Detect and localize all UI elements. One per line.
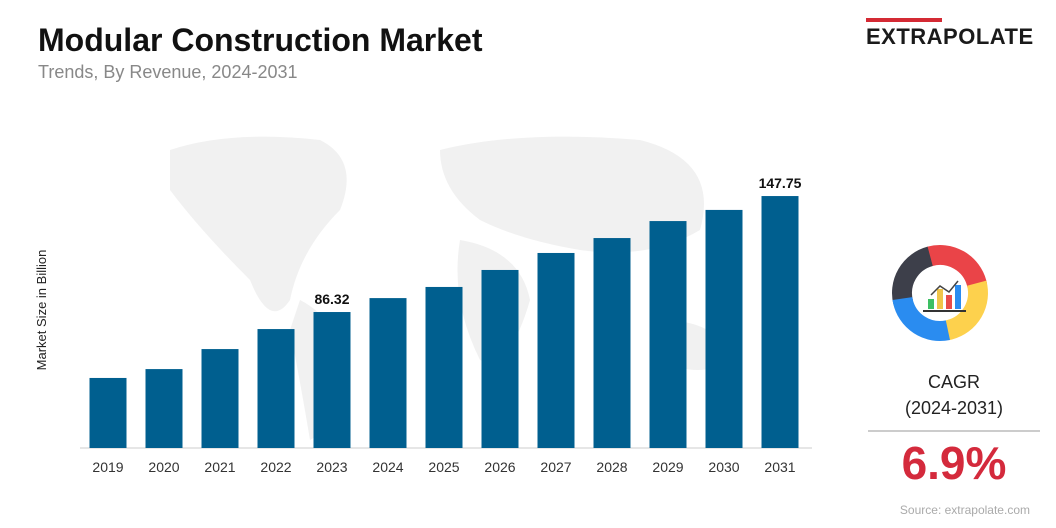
- data-label: 147.75: [759, 175, 802, 191]
- bar-2024: [369, 298, 407, 448]
- logo-text: EXTRAPOLATE: [866, 24, 1034, 49]
- cagr-value: 6.9%: [901, 437, 1007, 489]
- cagr-period: (2024-2031): [904, 398, 1004, 418]
- bar-2021: [201, 349, 239, 448]
- bar-2022: [257, 329, 295, 448]
- page-subtitle: Trends, By Revenue, 2024-2031: [38, 62, 298, 82]
- x-tick-label: 2020: [148, 459, 179, 475]
- bar-2027: [537, 252, 575, 448]
- logo-accent-bar: [866, 18, 942, 22]
- extrapolate-logo: EXTRAPOLATE: [866, 18, 1034, 50]
- cagr-divider: [868, 430, 1040, 432]
- source-text: Source: extrapolate.com: [899, 503, 1030, 517]
- x-tick-label: 2028: [596, 459, 627, 475]
- x-tick-label: 2030: [708, 459, 739, 475]
- x-tick-label: 2024: [372, 459, 403, 475]
- y-axis-label: Market Size in Billion: [34, 250, 49, 371]
- bar-2030: [705, 209, 743, 448]
- x-tick-label: 2019: [92, 459, 123, 475]
- bar-2020: [145, 369, 183, 448]
- bar-2026: [481, 269, 519, 448]
- bar-2019: [89, 377, 127, 448]
- page-title: Modular Construction Market: [38, 22, 483, 58]
- x-tick-label: 2021: [204, 459, 235, 475]
- x-tick-label: 2025: [428, 459, 459, 475]
- data-label: 86.32: [314, 291, 349, 307]
- x-tick-label: 2026: [484, 459, 515, 475]
- x-tick-label: 2027: [540, 459, 571, 475]
- x-tick-label: 2029: [652, 459, 683, 475]
- bar-2025: [425, 286, 463, 448]
- analytics-donut-icon: [892, 245, 988, 341]
- x-tick-label: 2031: [764, 459, 795, 475]
- bar-2031: [761, 196, 799, 448]
- bar-2028: [593, 238, 631, 448]
- bar-2029: [649, 221, 687, 448]
- cagr-label: CAGR: [927, 372, 980, 392]
- x-tick-label: 2023: [316, 459, 347, 475]
- x-tick-label: 2022: [260, 459, 291, 475]
- bar-2023: [313, 312, 351, 448]
